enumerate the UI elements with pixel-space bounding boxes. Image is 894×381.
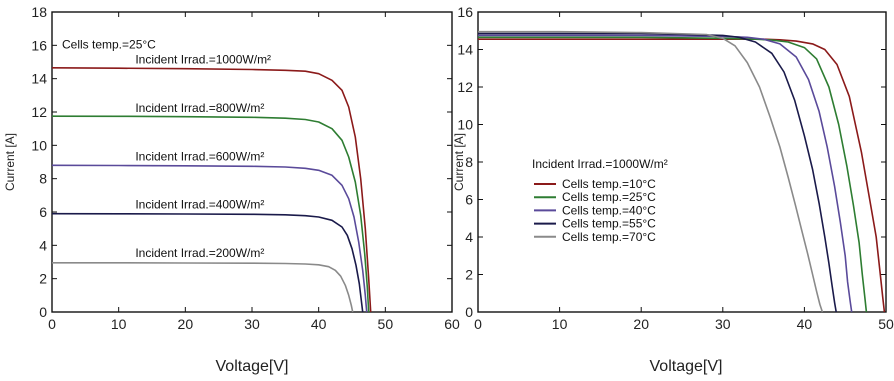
x-tick-label: 30 — [715, 316, 731, 332]
x-tick-label: 0 — [48, 316, 56, 332]
axis-ticks-temperature: 0 10 20 30 40 50 0 2 4 6 8 10 12 14 16 — [457, 4, 894, 332]
x-tick-label: 50 — [878, 316, 894, 332]
y-tick-label: 0 — [465, 304, 473, 320]
y-tick-label: 16 — [457, 4, 473, 20]
x-tick-label: 10 — [111, 316, 127, 332]
legend-entry: Cells temp.=25°C — [562, 190, 656, 204]
irradiance-label: Incident Irrad.=600W/m² — [135, 149, 264, 163]
series-line-irradiance-5 — [52, 261, 354, 313]
y-tick-label: 2 — [465, 267, 473, 283]
series-line-temperature-2 — [478, 36, 868, 313]
series-line-irradiance-4 — [51, 212, 364, 313]
series-line-temperature-1 — [478, 38, 886, 313]
series-line-irradiance-1 — [51, 67, 372, 313]
y-tick-label: 10 — [31, 137, 47, 153]
y-axis-label-temperature: Current [A] — [452, 133, 466, 191]
x-tick-label: 40 — [311, 316, 327, 332]
y-tick-label: 16 — [31, 37, 47, 53]
legend-entry: Cells temp.=10°C — [562, 177, 656, 191]
irradiance-annotation: Incident Irrad.=1000W/m² — [532, 157, 668, 171]
y-tick-label: 14 — [31, 71, 47, 87]
y-tick-label: 12 — [457, 79, 473, 95]
y-tick-label: 6 — [39, 204, 47, 220]
irradiance-label: Incident Irrad.=400W/m² — [135, 198, 264, 212]
x-tick-label: 40 — [797, 316, 813, 332]
series-group-irradiance — [51, 67, 372, 313]
x-tick-label: 20 — [178, 316, 194, 332]
y-tick-label: 12 — [31, 104, 47, 120]
y-tick-label: 4 — [39, 237, 47, 253]
y-axis-label-irradiance: Current [A] — [3, 133, 17, 191]
series-line-temperature-3 — [478, 34, 853, 313]
series-line-temperature-5 — [478, 30, 824, 313]
series-line-irradiance-2 — [51, 115, 370, 313]
y-tick-label: 8 — [39, 171, 47, 187]
legend-entry: Cells temp.=55°C — [562, 217, 656, 231]
x-tick-label: 20 — [633, 316, 649, 332]
x-tick-label: 10 — [552, 316, 568, 332]
chart-temperature: 0 10 20 30 40 50 0 2 4 6 8 10 12 14 16 Incident Irrad.… — [452, 4, 894, 375]
irradiance-label: Incident Irrad.=1000W/m² — [135, 53, 271, 67]
y-tick-label: 8 — [465, 154, 473, 170]
axis-ticks-irradiance: 0 10 20 30 40 50 60 0 2 4 6 8 10 12 14 16 18 — [31, 4, 460, 332]
y-tick-label: 18 — [31, 4, 47, 20]
y-tick-label: 4 — [465, 229, 473, 245]
cells-temp-annotation: Cells temp.=25°C — [62, 38, 156, 52]
y-tick-label: 2 — [39, 271, 47, 287]
x-tick-label: 60 — [444, 316, 460, 332]
series-line-irradiance-3 — [51, 164, 368, 313]
x-tick-label: 30 — [244, 316, 260, 332]
x-tick-label: 0 — [474, 316, 482, 332]
y-tick-label: 10 — [457, 117, 473, 133]
chart-irradiance: 0 10 20 30 40 50 60 0 2 4 6 8 10 12 14 16 18 Cells temp.… — [3, 4, 460, 375]
series-group-temperature — [478, 30, 886, 313]
x-axis-label-irradiance: Voltage[V] — [216, 358, 289, 375]
legend-entry: Cells temp.=40°C — [562, 203, 656, 217]
legend-entry: Cells temp.=70°C — [562, 230, 656, 244]
y-tick-label: 6 — [465, 192, 473, 208]
irradiance-label: Incident Irrad.=200W/m² — [135, 246, 264, 260]
x-tick-label: 50 — [378, 316, 394, 332]
y-tick-label: 14 — [457, 42, 473, 58]
x-axis-label-temperature: Voltage[V] — [650, 358, 723, 375]
irradiance-label: Incident Irrad.=800W/m² — [135, 101, 264, 115]
y-tick-label: 0 — [39, 304, 47, 320]
